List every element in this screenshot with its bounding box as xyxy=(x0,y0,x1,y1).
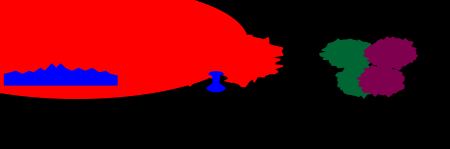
Polygon shape xyxy=(207,34,283,87)
Polygon shape xyxy=(357,64,404,97)
Polygon shape xyxy=(0,0,248,98)
Polygon shape xyxy=(147,34,223,86)
Polygon shape xyxy=(320,39,377,70)
Polygon shape xyxy=(336,63,384,98)
Polygon shape xyxy=(207,72,225,92)
Polygon shape xyxy=(364,37,418,69)
Polygon shape xyxy=(4,64,117,85)
